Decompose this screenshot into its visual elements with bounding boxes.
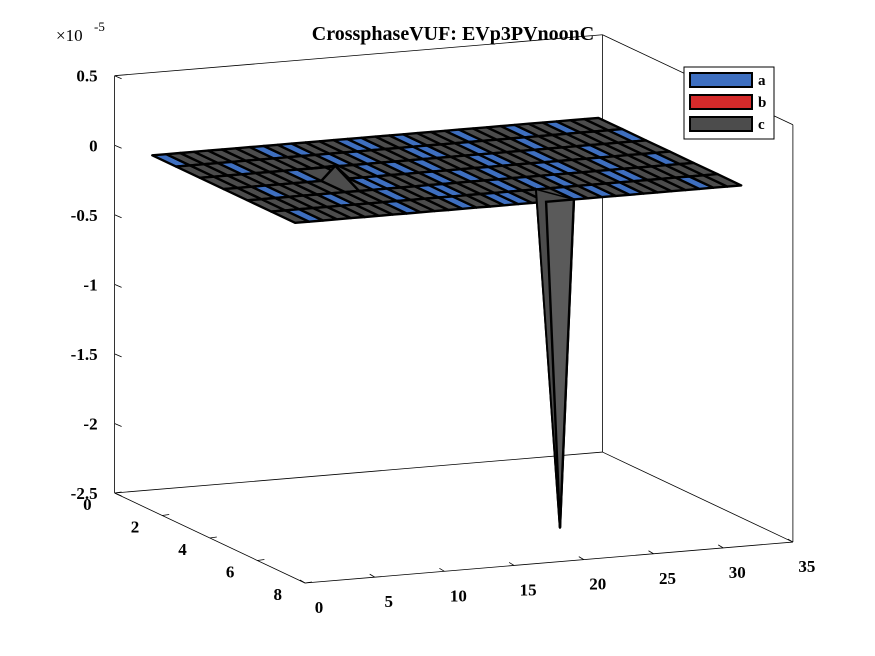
x-tick-label: 15: [520, 580, 537, 599]
y-tick-label: 0: [83, 495, 92, 514]
legend: abc: [683, 66, 775, 140]
surface: [151, 116, 743, 529]
legend-label-c: c: [758, 117, 765, 133]
legend-label-a: a: [758, 73, 766, 89]
x-tick-label: 0: [315, 598, 324, 617]
z-tick-label: -2: [83, 414, 97, 433]
y-tick-label: 6: [226, 563, 235, 582]
spike-face: [544, 198, 576, 528]
z-tick-label: 0.5: [76, 67, 97, 86]
x-tick-mark: [369, 573, 375, 578]
y-tick-mark: [304, 581, 313, 584]
x-tick-label: 30: [729, 563, 746, 582]
x-tick-mark: [299, 579, 306, 584]
z-tick-mark: [114, 75, 122, 80]
y-axis-ticks: 0 2 4 6 8: [83, 491, 313, 604]
y-tick-mark: [257, 559, 265, 561]
z-tick-label: -1: [83, 275, 97, 294]
legend-label-b: b: [758, 95, 766, 111]
axis-box-line: [602, 451, 794, 543]
x-tick-label: 10: [450, 586, 467, 605]
legend-swatch-c: [689, 116, 753, 132]
z-tick-label: -1.5: [71, 345, 98, 364]
chart-title: CrossphaseVUF: EVp3PVnoonC: [312, 23, 594, 45]
z-exponent-power: -5: [94, 19, 105, 34]
z-tick-mark: [114, 353, 122, 358]
y-tick-mark: [162, 514, 170, 516]
z-tick-mark: [114, 214, 122, 219]
y-tick-mark: [209, 536, 217, 539]
z-tick-mark: [114, 283, 122, 288]
z-exponent: ×10 -5: [56, 19, 105, 45]
z-tick-mark: [114, 144, 122, 149]
y-tick-label: 8: [274, 585, 283, 604]
y-tick-label: 4: [178, 540, 187, 559]
x-axis-ticks: 0 5 10 15 20 25 30 35: [299, 538, 815, 617]
axis-box-line: [114, 492, 306, 584]
x-tick-mark: [508, 562, 515, 566]
axis-box-line: [114, 451, 603, 494]
y-tick-label: 2: [131, 518, 140, 537]
axis-box-line: [114, 34, 603, 77]
x-tick-mark: [648, 550, 654, 555]
x-tick-mark: [578, 556, 585, 560]
x-tick-label: 20: [589, 575, 606, 594]
z-tick-label: -0.5: [71, 206, 98, 225]
z-tick-mark: [114, 492, 122, 497]
x-tick-mark: [787, 538, 794, 543]
z-tick-mark: [114, 423, 122, 427]
x-tick-mark: [717, 544, 724, 549]
legend-swatch-b: [689, 94, 753, 110]
x-tick-label: 25: [659, 569, 676, 588]
z-axis-ticks: 0.5 0 -0.5 -1 -1.5 -2 -2.5: [71, 67, 122, 503]
z-exponent-base: ×10: [56, 26, 83, 45]
z-tick-label: 0: [89, 136, 98, 155]
axis-box-line: [304, 541, 793, 584]
y-tick-mark: [114, 491, 122, 494]
x-tick-label: 35: [798, 557, 815, 576]
z-tick-label: -2.5: [71, 484, 98, 503]
surface-patch: [702, 172, 743, 188]
legend-swatch-a: [689, 72, 753, 88]
x-tick-mark: [439, 567, 445, 572]
x-tick-label: 5: [384, 592, 393, 611]
